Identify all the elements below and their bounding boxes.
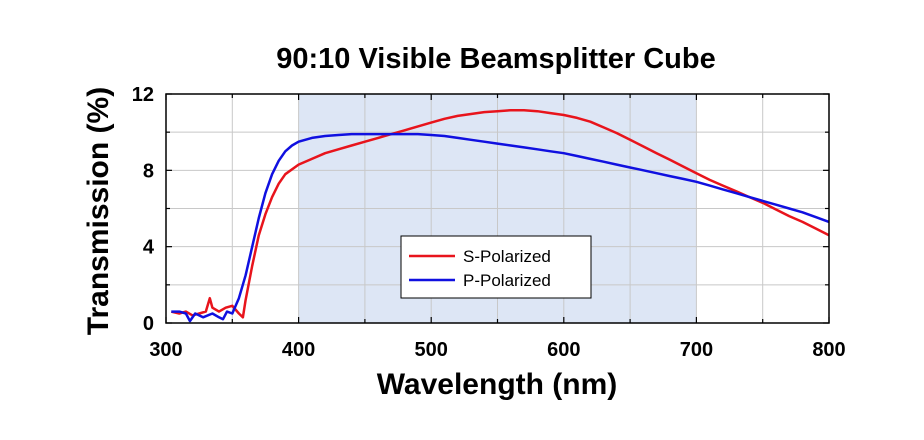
y-tick-label: 0 — [143, 313, 154, 335]
y-tick-label: 12 — [132, 84, 154, 106]
axes — [165, 93, 830, 324]
x-tick-label: 700 — [680, 339, 713, 361]
x-tick-label: 800 — [812, 339, 845, 361]
legend: S-Polarized P-Polarized — [400, 235, 592, 299]
tick-labels: 300 400 500 600 700 800 0 4 8 12 — [132, 84, 846, 361]
x-tick-label: 500 — [415, 339, 448, 361]
legend-label-s-polarized: S-Polarized — [463, 247, 551, 266]
y-tick-label: 4 — [143, 237, 155, 259]
series-line-s-polarized — [171, 108, 830, 319]
chart-title: 90:10 Visible Beamsplitter Cube — [276, 43, 715, 75]
legend-box — [400, 235, 592, 299]
x-tick-label: 300 — [149, 339, 182, 361]
x-tick-label: 400 — [282, 339, 315, 361]
y-tick-label: 8 — [143, 160, 154, 182]
series-line-p-polarized — [171, 132, 830, 323]
series-layer — [171, 108, 830, 323]
legend-label-p-polarized: P-Polarized — [463, 271, 551, 290]
x-axis-label: Wavelength (nm) — [377, 368, 618, 401]
y-axis-label: Transmission (%) — [82, 87, 115, 335]
x-tick-label: 600 — [547, 339, 580, 361]
